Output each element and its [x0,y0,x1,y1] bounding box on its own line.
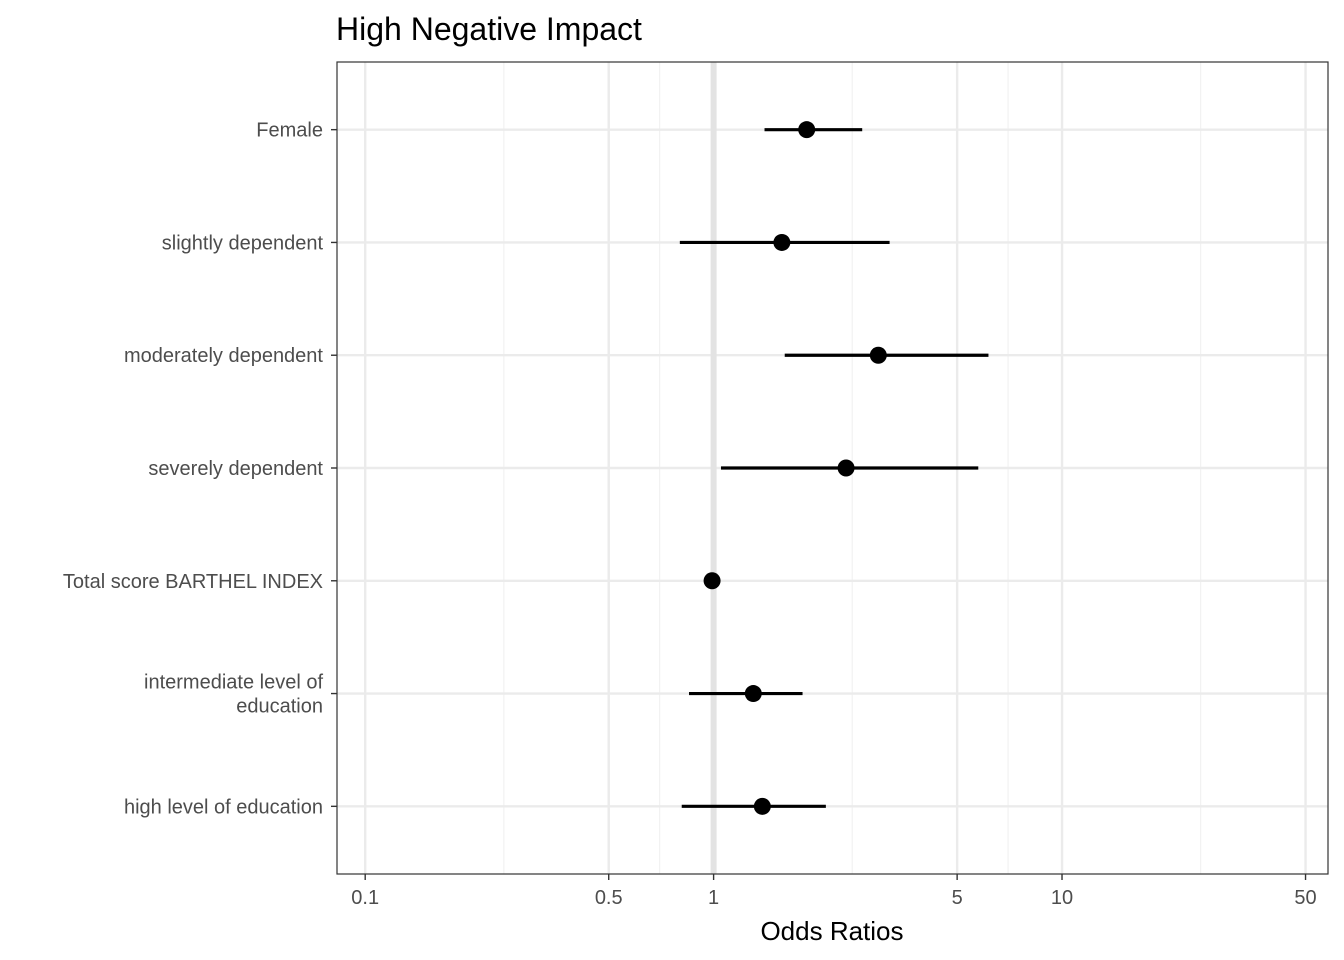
y-tick-label-line: education [236,696,323,718]
y-axis-ticks: Female slightly dependent moderately depen… [63,120,337,818]
data-marks [679,121,989,815]
point-estimate-4 [837,459,855,477]
y-tick-label: moderately dependent [124,345,323,367]
y-tick-label: high level of education [124,796,323,818]
point-estimate-1 [798,121,816,139]
y-tick-label: slightly dependent [162,232,324,254]
x-tick-label: 1 [708,887,719,909]
point-estimate-5 [703,572,721,590]
point-estimate-3 [869,346,887,364]
x-axis-label: Odds Ratios [760,916,903,946]
x-tick-label: 50 [1294,887,1316,909]
y-tick-label: severely dependent [148,458,323,480]
x-tick-label: 5 [952,887,963,909]
chart-title: High Negative Impact [336,11,642,47]
y-tick-label-line: intermediate level of [144,672,323,694]
x-tick-label: 0.5 [595,887,623,909]
point-estimate-7 [753,797,771,815]
point-estimate-6 [744,685,762,703]
x-tick-label: 0.1 [351,887,379,909]
x-axis-ticks: 0.1 0.5 1 5 10 50 [351,874,1317,909]
x-tick-label: 10 [1051,887,1073,909]
y-tick-label: Total score BARTHEL INDEX [63,571,323,593]
y-tick-label: intermediate level of education [144,672,323,718]
point-estimate-2 [773,233,791,251]
y-tick-label: Female [256,120,323,142]
